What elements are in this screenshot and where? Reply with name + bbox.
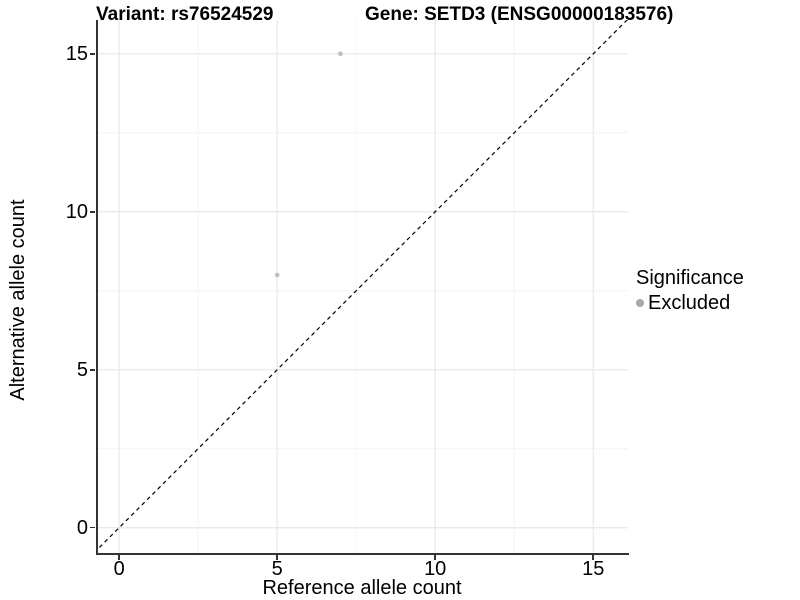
plot-title-variant: Variant: rs76524529 (96, 4, 274, 25)
x-axis-line (95, 553, 629, 555)
legend-point-icon (636, 299, 644, 307)
x-tick-label: 0 (113, 558, 125, 580)
x-axis-title: Reference allele count (262, 577, 462, 599)
x-tick-label: 10 (424, 558, 447, 580)
x-tick-mark (434, 555, 436, 560)
plot-title-gene: Gene: SETD3 (ENSG00000183576) (365, 4, 674, 25)
legend-entry-label: Excluded (648, 292, 731, 314)
y-tick-label: 0 (76, 516, 88, 539)
x-tick-label: 5 (271, 558, 283, 580)
y-tick-label: 5 (76, 358, 88, 381)
y-axis-line (95, 20, 98, 555)
data-point (274, 272, 280, 278)
legend: Significance Excluded (636, 266, 744, 315)
x-tick-mark (276, 555, 278, 560)
identity-dashed-line (97, 20, 628, 551)
y-tick-label: 15 (65, 42, 88, 65)
legend-title: Significance (636, 267, 744, 289)
y-tick-mark (90, 526, 95, 529)
y-tick-label: 10 (65, 200, 88, 223)
x-tick-mark (592, 555, 594, 560)
y-tick-mark (90, 211, 95, 213)
x-tick-label: 15 (582, 558, 605, 580)
y-tick-mark (90, 53, 95, 55)
plot-panel (97, 20, 628, 553)
legend-entry-excluded: Excluded (636, 291, 744, 315)
y-axis-title: Alternative allele count (7, 199, 29, 401)
x-tick-mark (118, 555, 120, 560)
data-point (338, 51, 343, 57)
y-tick-mark (90, 369, 95, 371)
